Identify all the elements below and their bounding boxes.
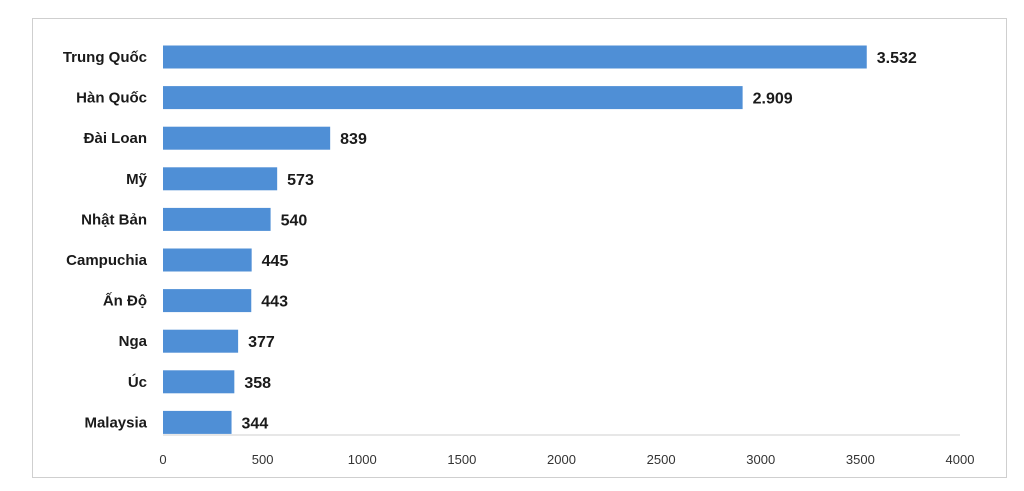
data-label: 443: [261, 294, 288, 311]
x-tick-label: 2500: [647, 452, 676, 467]
bar: [163, 86, 743, 110]
category-label: Úc: [128, 373, 147, 391]
bar: [163, 167, 278, 191]
value-labels: 3.532 2.909 839 573 540 445 443 377 358 344: [242, 50, 917, 432]
category-label: Nhật Bản: [81, 211, 147, 228]
data-label: 445: [262, 253, 289, 270]
category-label: Mỹ: [126, 171, 147, 188]
data-label: 839: [340, 131, 367, 148]
data-label: 573: [287, 172, 314, 189]
bar: [163, 410, 232, 434]
x-tick-label: 500: [252, 452, 274, 467]
bar: [163, 289, 252, 313]
x-tick-label: 3500: [846, 452, 875, 467]
x-axis: 0 500 1000 1500 2000 2500 3000 3500 4000: [159, 434, 975, 467]
data-label: 3.532: [877, 50, 917, 67]
data-label: 377: [248, 334, 275, 351]
data-label: 2.909: [753, 91, 793, 108]
data-label: 540: [281, 212, 308, 229]
x-tick-label: 3000: [746, 452, 775, 467]
bar: [163, 207, 271, 231]
bar: [163, 126, 331, 150]
x-tick-label: 0: [159, 452, 166, 467]
category-label: Malaysia: [84, 414, 147, 431]
category-label: Trung Quốc: [63, 49, 147, 66]
x-tick-label: 4000: [946, 452, 975, 467]
category-label: Đài Loan: [84, 130, 147, 147]
bar: [163, 329, 239, 353]
category-label: Ấn Độ: [103, 293, 147, 310]
bars-layer: [163, 45, 867, 434]
data-label: 358: [244, 375, 271, 392]
category-label: Nga: [119, 333, 148, 350]
x-tick-label: 1000: [348, 452, 377, 467]
bar: [163, 370, 235, 394]
bar: [163, 45, 867, 69]
bar: [163, 248, 252, 272]
data-label: 344: [242, 415, 269, 432]
x-tick-label: 1500: [447, 452, 476, 467]
category-label: Hàn Quốc: [76, 90, 147, 107]
category-labels: Trung Quốc Hàn Quốc Đài Loan Mỹ Nhật Bản Camp…: [63, 49, 148, 431]
category-label: Campuchia: [66, 252, 148, 269]
x-tick-label: 2000: [547, 452, 576, 467]
